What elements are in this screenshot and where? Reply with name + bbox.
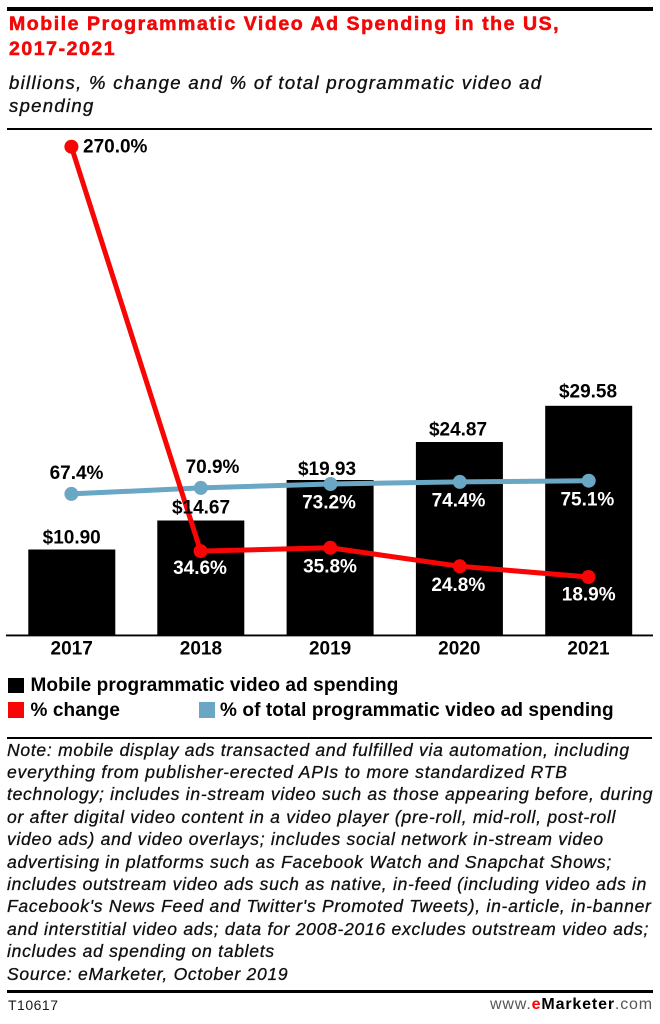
svg-text:$10.90: $10.90 <box>43 528 101 549</box>
svg-text:73.2%: 73.2% <box>302 493 356 514</box>
svg-text:2017: 2017 <box>51 639 93 660</box>
svg-text:$24.87: $24.87 <box>429 419 487 440</box>
svg-text:18.9%: 18.9% <box>562 584 616 605</box>
svg-text:35.8%: 35.8% <box>303 556 357 577</box>
svg-text:70.9%: 70.9% <box>186 457 240 478</box>
svg-text:2020: 2020 <box>438 639 480 660</box>
svg-text:2021: 2021 <box>567 639 610 660</box>
svg-text:$29.58: $29.58 <box>559 382 617 403</box>
svg-text:34.6%: 34.6% <box>173 558 227 579</box>
svg-text:2018: 2018 <box>180 639 222 660</box>
svg-text:2019: 2019 <box>309 639 351 660</box>
svg-text:67.4%: 67.4% <box>50 463 104 484</box>
svg-text:$14.67: $14.67 <box>172 498 230 519</box>
svg-text:24.8%: 24.8% <box>431 575 485 596</box>
svg-text:$19.93: $19.93 <box>298 459 356 480</box>
svg-text:75.1%: 75.1% <box>560 489 614 510</box>
svg-text:74.4%: 74.4% <box>432 491 486 512</box>
svg-text:270.0%: 270.0% <box>83 137 148 158</box>
